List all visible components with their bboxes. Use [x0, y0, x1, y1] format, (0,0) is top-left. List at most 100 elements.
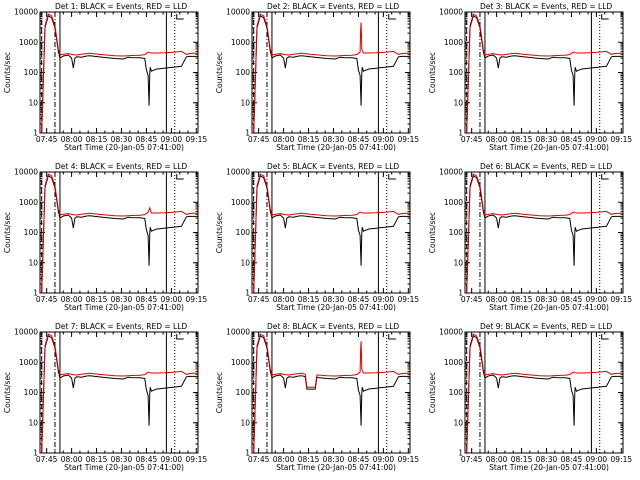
- series-line-lld: [41, 333, 198, 453]
- x-tick-label: 08:15: [298, 135, 320, 144]
- panel-title: Det 1: BLACK = Events, RED = LLD: [55, 2, 187, 11]
- interval-bracket: [601, 174, 609, 180]
- y-tick-label: 1000: [19, 358, 38, 367]
- x-axis-label: Start Time (20-Jan-05 07:41:00): [276, 143, 396, 152]
- series-line-events: [41, 175, 198, 293]
- panel-title: Det 2: BLACK = Events, RED = LLD: [267, 2, 399, 11]
- y-axis-label: Counts/sec: [3, 52, 12, 93]
- series-line-events: [466, 175, 623, 293]
- y-tick-label: 10000: [439, 168, 463, 177]
- y-tick-label: 1000: [444, 38, 463, 47]
- x-tick-label: 08:45: [348, 295, 370, 304]
- y-axis-label: Counts/sec: [215, 52, 224, 93]
- interval-bracket: [388, 14, 396, 20]
- detector-panel-2: 1 10 100 1000 10000 07:45 08:00 08:15 08:30 08:45…: [215, 2, 419, 152]
- y-tick-label: 1000: [19, 38, 38, 47]
- y-tick-label: 10: [28, 418, 38, 427]
- x-tick-label: 07:45: [248, 455, 270, 464]
- x-tick-label: 08:45: [561, 295, 583, 304]
- y-tick-label: 100: [236, 228, 251, 237]
- x-axis-label: Start Time (20-Jan-05 07:41:00): [489, 143, 609, 152]
- panel-title: Det 3: BLACK = Events, RED = LLD: [480, 2, 612, 11]
- x-tick-label: 09:00: [586, 295, 608, 304]
- x-tick-label: 07:45: [461, 295, 483, 304]
- x-tick-label: 08:30: [323, 135, 345, 144]
- y-axis-label: Counts/sec: [215, 212, 224, 253]
- x-tick-label: 09:15: [398, 135, 420, 144]
- series-line-lld: [466, 173, 623, 293]
- y-tick-label: 10: [28, 258, 38, 267]
- series-line-lld: [253, 173, 410, 293]
- series-line-events: [253, 15, 410, 133]
- y-tick-label: 1000: [231, 38, 250, 47]
- y-tick-label: 1: [245, 129, 250, 138]
- panel-title: Det 9: BLACK = Events, RED = LLD: [480, 322, 612, 331]
- series-line-events: [41, 15, 198, 133]
- x-tick-label: 08:30: [323, 295, 345, 304]
- x-tick-label: 09:00: [161, 295, 183, 304]
- y-tick-label: 10: [453, 258, 463, 267]
- x-tick-label: 08:15: [511, 455, 533, 464]
- detector-panel-7: 1 10 100 1000 10000 07:45 08:00 08:15 08:30 08:45…: [3, 322, 207, 472]
- panel-title: Det 5: BLACK = Events, RED = LLD: [267, 162, 399, 171]
- y-axis-label: Counts/sec: [215, 372, 224, 413]
- series-line-lld: [41, 13, 198, 133]
- x-tick-label: 08:30: [536, 455, 558, 464]
- x-tick-label: 09:00: [586, 135, 608, 144]
- interval-bracket: [601, 334, 609, 340]
- x-tick-label: 09:00: [161, 455, 183, 464]
- x-tick-label: 07:45: [248, 295, 270, 304]
- x-tick-label: 07:45: [461, 455, 483, 464]
- series-line-lld: [253, 333, 410, 453]
- detector-panel-6: 1 10 100 1000 10000 07:45 08:00 08:15 08:30 08:45…: [428, 162, 632, 312]
- y-tick-label: 1: [33, 129, 38, 138]
- y-tick-label: 10: [28, 98, 38, 107]
- panel-title: Det 8: BLACK = Events, RED = LLD: [267, 322, 399, 331]
- interval-bracket: [601, 14, 609, 20]
- x-axis-label: Start Time (20-Jan-05 07:41:00): [276, 463, 396, 472]
- x-tick-label: 08:45: [348, 135, 370, 144]
- x-tick-label: 08:15: [86, 455, 108, 464]
- series-line-lld: [466, 13, 623, 133]
- y-axis-label: Counts/sec: [428, 52, 437, 93]
- x-tick-label: 08:30: [536, 135, 558, 144]
- y-axis-label: Counts/sec: [3, 372, 12, 413]
- x-tick-label: 08:30: [536, 295, 558, 304]
- y-tick-label: 10000: [226, 168, 250, 177]
- x-tick-label: 08:00: [486, 295, 508, 304]
- y-tick-label: 1: [245, 449, 250, 458]
- y-tick-label: 1000: [19, 198, 38, 207]
- y-tick-label: 1: [245, 289, 250, 298]
- x-tick-label: 07:45: [36, 135, 58, 144]
- detector-panel-1: 1 10 100 1000 10000 07:45 08:00 08:15 08:30 08:45…: [3, 2, 207, 152]
- x-tick-label: 09:00: [586, 455, 608, 464]
- x-tick-label: 08:45: [136, 455, 158, 464]
- series-line-lld: [466, 333, 623, 453]
- x-tick-label: 08:30: [111, 135, 133, 144]
- x-tick-label: 09:00: [373, 135, 395, 144]
- x-tick-label: 09:00: [161, 135, 183, 144]
- y-tick-label: 100: [24, 228, 39, 237]
- y-tick-label: 10: [240, 418, 250, 427]
- x-tick-label: 09:15: [611, 295, 633, 304]
- x-tick-label: 09:00: [373, 295, 395, 304]
- x-tick-label: 08:00: [273, 135, 295, 144]
- x-tick-label: 08:15: [511, 295, 533, 304]
- x-tick-label: 08:30: [111, 295, 133, 304]
- y-tick-label: 1: [33, 449, 38, 458]
- x-tick-label: 08:00: [486, 455, 508, 464]
- panel-title: Det 7: BLACK = Events, RED = LLD: [55, 322, 187, 331]
- x-tick-label: 08:00: [61, 295, 83, 304]
- detector-panel-4: 1 10 100 1000 10000 07:45 08:00 08:15 08:30 08:45…: [3, 162, 207, 312]
- y-tick-label: 100: [449, 68, 464, 77]
- panel-title: Det 4: BLACK = Events, RED = LLD: [55, 162, 187, 171]
- x-tick-label: 08:45: [561, 135, 583, 144]
- x-tick-label: 07:45: [36, 455, 58, 464]
- y-tick-label: 10: [240, 258, 250, 267]
- x-tick-label: 08:45: [348, 455, 370, 464]
- x-tick-label: 09:15: [186, 135, 208, 144]
- series-line-events: [466, 15, 623, 133]
- series-line-events: [41, 335, 198, 453]
- x-tick-label: 09:15: [398, 455, 420, 464]
- y-tick-label: 10000: [14, 8, 38, 17]
